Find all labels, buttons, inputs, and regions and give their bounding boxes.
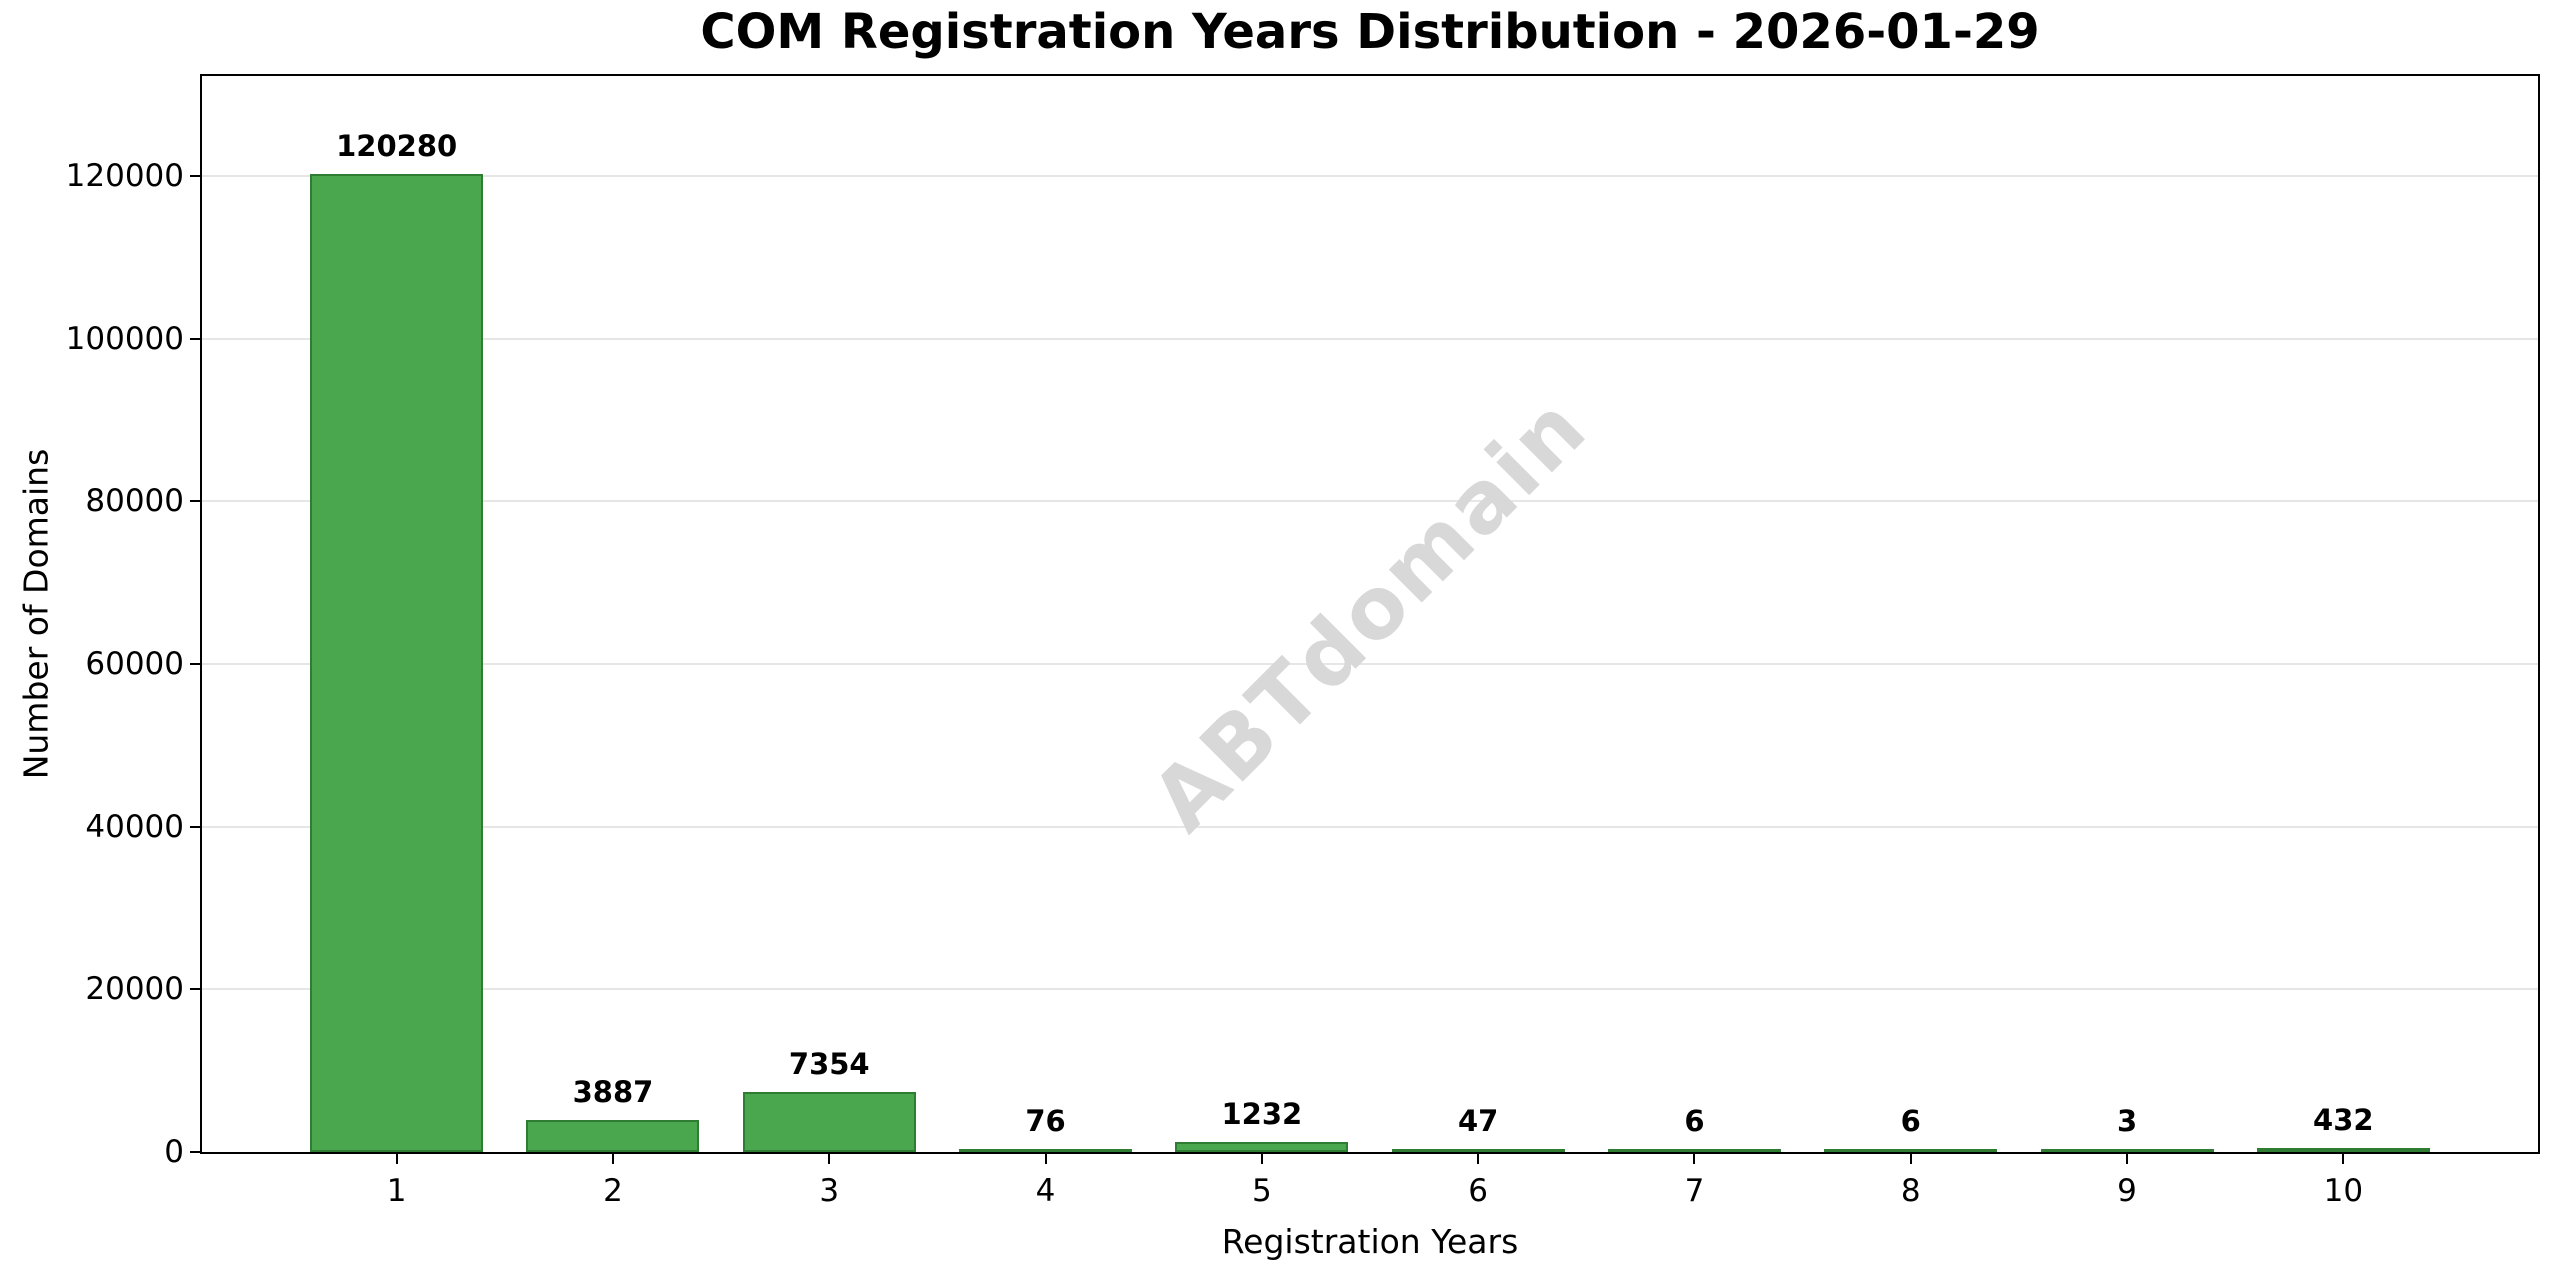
bar <box>310 173 484 1152</box>
y-gridline <box>202 337 2538 340</box>
x-tick-mark <box>1693 1154 1696 1164</box>
x-tick-label: 4 <box>1035 1173 1056 1209</box>
y-tick-mark <box>190 1151 202 1153</box>
x-tick-mark <box>611 1154 614 1164</box>
y-gridline <box>202 175 2538 178</box>
bar <box>2256 1148 2430 1153</box>
y-tick-mark <box>190 500 202 503</box>
y-gridline <box>202 500 2538 503</box>
y-gridline <box>202 825 2538 828</box>
bar-value-label: 7354 <box>788 1047 870 1082</box>
y-tick-mark <box>190 825 202 828</box>
x-tick-label: 10 <box>2323 1173 2364 1209</box>
y-tick-label: 120000 <box>65 158 184 195</box>
bar <box>2040 1149 2214 1153</box>
y-axis-label: Number of Domains <box>16 448 56 780</box>
x-tick-label: 3 <box>819 1173 840 1209</box>
bar <box>742 1092 916 1152</box>
y-tick-label: 60000 <box>85 646 184 683</box>
x-tick-label: 2 <box>603 1173 623 1209</box>
y-tick-label: 100000 <box>65 320 184 357</box>
x-tick-mark <box>2126 1154 2129 1164</box>
y-gridline <box>202 663 2538 666</box>
bar-value-label: 120280 <box>336 128 458 163</box>
y-tick-mark <box>190 988 202 991</box>
bar <box>1391 1149 1565 1153</box>
chart-title: COM Registration Years Distribution - 20… <box>700 4 2040 60</box>
bar-value-label: 6 <box>1684 1104 1705 1138</box>
y-tick-label: 20000 <box>85 971 184 1008</box>
x-tick-label: 5 <box>1251 1173 1272 1209</box>
x-tick-mark <box>1909 1154 1912 1164</box>
bar <box>526 1120 700 1152</box>
bar <box>959 1149 1133 1153</box>
x-tick-label: 8 <box>1900 1173 1921 1209</box>
x-tick-mark <box>1260 1154 1263 1164</box>
bar <box>1175 1141 1349 1152</box>
x-tick-mark <box>1477 1154 1480 1164</box>
bar-value-label: 76 <box>1025 1104 1066 1138</box>
x-tick-label: 1 <box>386 1173 407 1209</box>
x-tick-mark <box>395 1154 398 1164</box>
x-tick-label: 6 <box>1468 1173 1488 1209</box>
x-tick-mark <box>1044 1154 1047 1164</box>
bar-value-label: 3887 <box>572 1075 654 1110</box>
y-tick-label: 40000 <box>85 808 184 845</box>
y-tick-mark <box>190 337 202 340</box>
bar-value-label: 432 <box>2313 1103 2374 1138</box>
y-gridline <box>202 988 2538 991</box>
bar <box>1824 1149 1998 1153</box>
y-tick-label: 0 <box>164 1134 184 1170</box>
x-tick-mark <box>2342 1154 2345 1164</box>
x-axis-label: Registration Years <box>1221 1222 1519 1261</box>
bar-value-label: 3 <box>2116 1104 2138 1138</box>
y-tick-mark <box>190 175 202 178</box>
y-tick-mark <box>190 663 202 666</box>
bar-value-label: 6 <box>1900 1104 1921 1138</box>
x-tick-label: 7 <box>1684 1173 1705 1209</box>
y-tick-label: 80000 <box>85 483 184 520</box>
x-tick-label: 9 <box>2117 1173 2137 1209</box>
x-tick-mark <box>828 1154 831 1164</box>
bar-value-label: 1232 <box>1221 1096 1303 1131</box>
bar <box>1607 1149 1781 1153</box>
bar-value-label: 47 <box>1457 1104 1499 1138</box>
watermark: ABTdomain <box>1133 377 1607 851</box>
